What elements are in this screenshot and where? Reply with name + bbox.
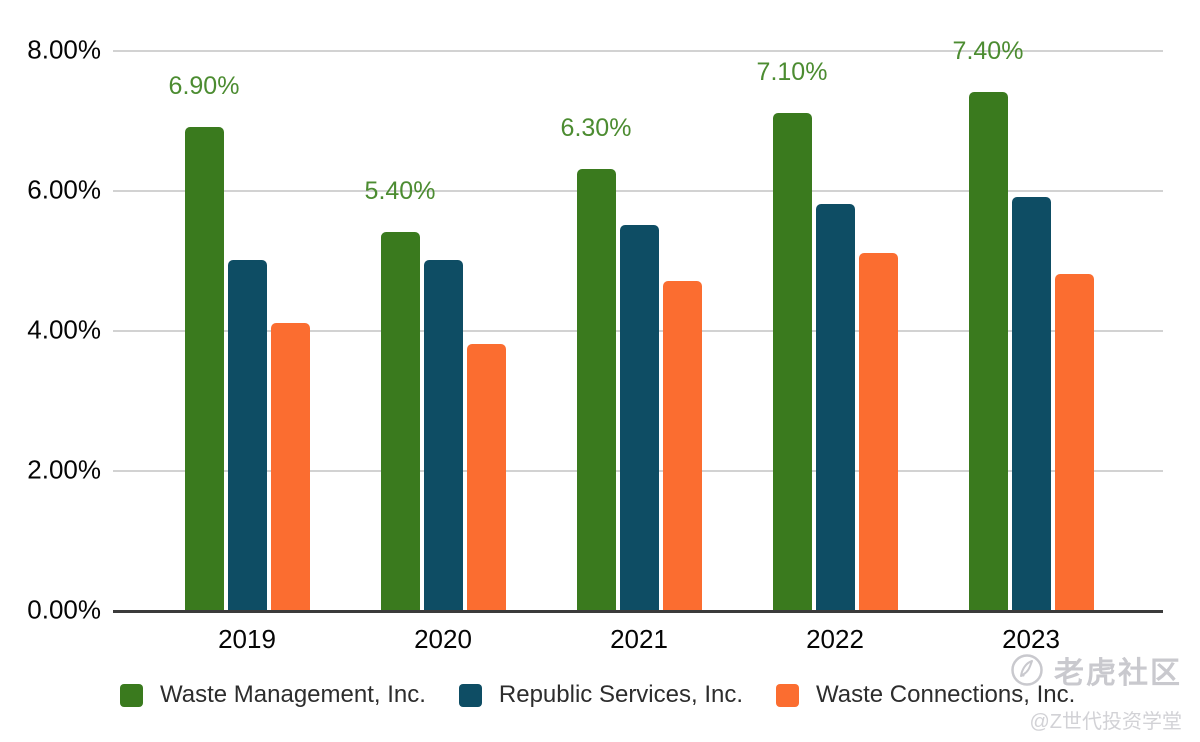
bar-group-2023: 7.40% 2023 <box>933 37 1129 654</box>
legend: Waste Management, Inc. Republic Services,… <box>120 681 1075 709</box>
y-axis-tick-label: 8.00% <box>27 34 101 65</box>
data-label: 6.90% <box>168 72 240 100</box>
legend-item: Waste Management, Inc. <box>120 681 426 709</box>
legend-item: Waste Connections, Inc. <box>776 681 1075 709</box>
x-axis-tick-label: 2019 <box>218 624 276 654</box>
tiger-logo-icon <box>1009 652 1045 688</box>
legend-label: Waste Management, Inc. <box>160 681 426 708</box>
bar-groups: 6.90% 2019 5.40% 2020 6.30% 2021 7.10% 2022 7.40… <box>149 37 1129 654</box>
bar-series-2-2021 <box>619 225 659 610</box>
bar-group-2021: 6.30% 2021 <box>541 50 737 654</box>
bar-series-3-2020 <box>466 344 506 610</box>
x-axis-tick-label: 2020 <box>414 624 472 654</box>
watermark-brand-row: 老虎社区 <box>1009 648 1182 692</box>
bar-series-3-2019 <box>270 323 310 610</box>
bar-series-2-2022 <box>815 204 855 610</box>
gridline <box>113 190 1163 192</box>
data-label: 7.40% <box>952 37 1024 65</box>
watermark: 老虎社区 @Z世代投资学堂 <box>1009 648 1182 734</box>
y-axis-tick-label: 4.00% <box>27 314 101 345</box>
bar-series-1-2022: 7.10% <box>757 58 827 610</box>
bar-series-1-2019: 6.90% <box>169 72 239 610</box>
bar-series-3-2022 <box>858 253 898 610</box>
bar-group-2022: 7.10% 2022 <box>737 50 933 654</box>
data-label: 5.40% <box>364 177 436 205</box>
bar-series-1-2021: 6.30% <box>561 114 631 610</box>
bar-series-1-2020: 5.40% <box>365 177 435 610</box>
bar-series-2-2019 <box>227 260 267 610</box>
bar-series-3-2023 <box>1054 274 1094 610</box>
gridline <box>113 50 1163 52</box>
y-axis-tick-label: 0.00% <box>27 594 101 625</box>
bar-group-2019: 6.90% 2019 <box>149 50 345 654</box>
y-axis-tick-label: 6.00% <box>27 174 101 205</box>
watermark-handle-text: @Z世代投资学堂 <box>1029 711 1182 733</box>
x-axis-tick-label: 2023 <box>1002 624 1060 654</box>
x-axis-tick-label: 2021 <box>610 624 668 654</box>
x-axis-tick-label: 2022 <box>806 624 864 654</box>
legend-label: Waste Connections, Inc. <box>816 681 1076 708</box>
plot-area: 8.00% 6.00% 4.00% 2.00% 0.00% 6.90% 2019 5.40%… <box>27 35 1163 654</box>
watermark-brand-text: 老虎社区 <box>1054 657 1182 690</box>
data-label: 6.30% <box>560 114 632 142</box>
data-label: 7.10% <box>756 58 828 86</box>
legend-swatch-icon <box>776 683 800 707</box>
legend-label: Republic Services, Inc. <box>498 681 744 708</box>
y-axis-tick-label: 2.00% <box>27 454 101 485</box>
legend-item: Republic Services, Inc. <box>458 681 744 709</box>
legend-swatch-icon <box>120 683 143 707</box>
bar-series-2-2023 <box>1011 197 1051 610</box>
legend-swatch-icon <box>458 683 482 707</box>
bar-series-2-2020 <box>423 260 463 610</box>
bar-series-1-2023: 7.40% <box>953 37 1023 610</box>
bar-group-2020: 5.40% 2020 <box>345 50 541 654</box>
bar-series-3-2021 <box>662 281 702 610</box>
